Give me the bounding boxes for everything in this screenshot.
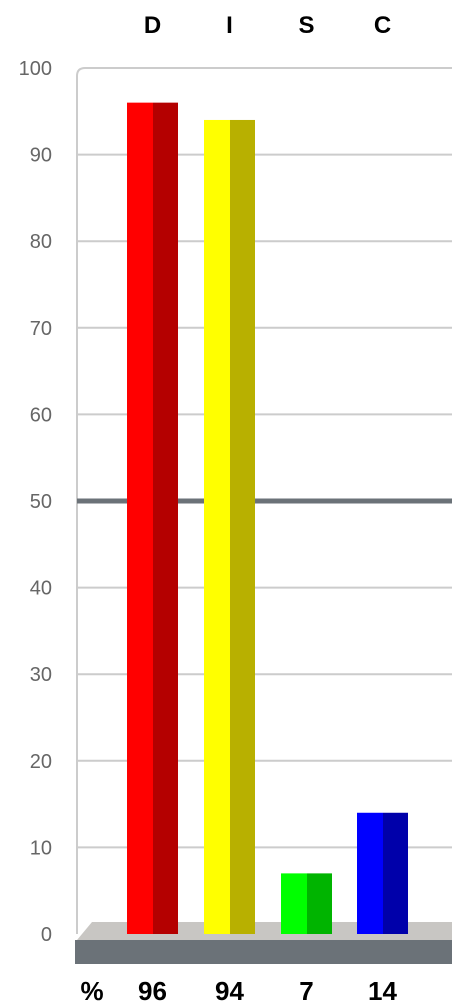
- category-label: I: [226, 12, 233, 39]
- y-tick-label: 10: [30, 837, 52, 859]
- bar-C: [357, 812, 408, 934]
- bar-side-face: [153, 102, 178, 934]
- y-tick-label: 40: [30, 578, 52, 600]
- y-tick-label: 60: [30, 404, 52, 426]
- percent-symbol-label: %: [80, 976, 103, 1006]
- category-label: D: [144, 12, 161, 39]
- y-tick-label: 80: [30, 231, 52, 253]
- bar-front-face: [281, 873, 307, 934]
- y-tick-label: 100: [19, 58, 52, 80]
- y-tick-label: 70: [30, 318, 52, 340]
- bars: [127, 102, 408, 934]
- bar-side-face: [307, 873, 332, 934]
- labels: % D 96 I 94 S 7 C 14: [80, 12, 397, 1006]
- floor-front: [75, 940, 452, 964]
- category-label: S: [298, 12, 314, 39]
- category-label: C: [374, 12, 391, 39]
- y-axis-ticks: 0 10 20 30 40 50 60 70 80 90 100: [19, 58, 52, 946]
- value-label: 96: [138, 976, 167, 1006]
- value-label: 94: [215, 976, 244, 1006]
- bar-S: [281, 873, 332, 934]
- bar-side-face: [383, 812, 408, 934]
- bar-D: [127, 102, 178, 934]
- y-tick-label: 30: [30, 664, 52, 686]
- bar-side-face: [230, 119, 255, 934]
- value-label: 7: [299, 976, 313, 1006]
- bar-front-face: [204, 119, 230, 934]
- y-tick-label: 20: [30, 751, 52, 773]
- chart-floor: [75, 922, 452, 964]
- y-tick-label: 90: [30, 145, 52, 167]
- value-label: 14: [368, 976, 397, 1006]
- y-tick-label: 0: [41, 924, 52, 946]
- bar-front-face: [357, 812, 383, 934]
- plot-frame: [76, 67, 452, 934]
- y-tick-label: 50: [30, 491, 52, 513]
- bar-I: [204, 119, 255, 934]
- bar-front-face: [127, 102, 153, 934]
